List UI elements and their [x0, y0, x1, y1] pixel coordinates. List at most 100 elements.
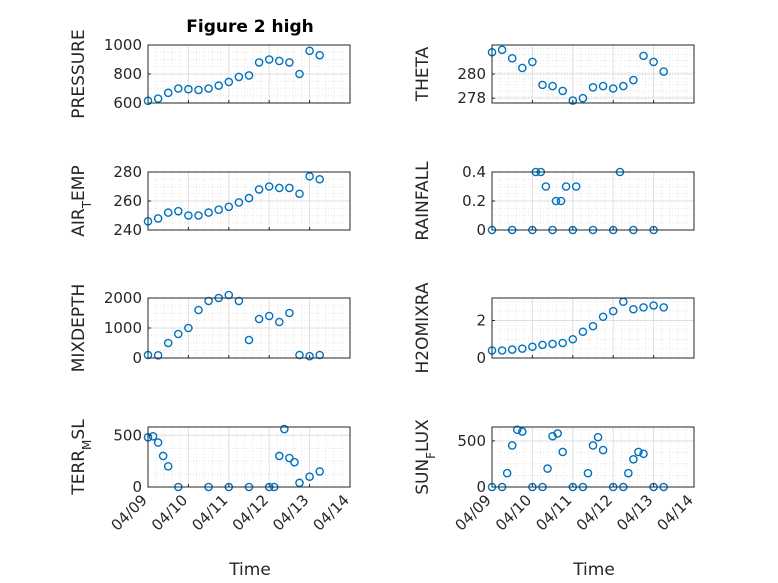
y-tick-label: 800: [113, 65, 142, 83]
data-point: [254, 185, 264, 194]
data-point: [295, 189, 304, 199]
y-axis-label: RAINFALL: [413, 161, 433, 241]
x-tick-label: 04/14: [310, 491, 353, 534]
data-point: [184, 84, 193, 94]
data-point: [649, 57, 658, 67]
data-point: [163, 338, 173, 348]
x-tick-label: 04/14: [654, 491, 697, 534]
y-tick-label: 1000: [104, 36, 142, 54]
data-point: [543, 464, 552, 473]
data-point: [264, 182, 274, 191]
data-point: [264, 311, 274, 321]
data-point: [264, 55, 274, 64]
data-point: [578, 93, 588, 103]
data-point: [244, 335, 254, 345]
x-axis-label-left: Time: [228, 560, 271, 580]
data-point: [194, 211, 203, 220]
data-point: [295, 478, 304, 488]
axes-frame: [147, 426, 351, 488]
data-point: [285, 453, 294, 463]
y-axis-label: TERRMSL: [69, 419, 94, 496]
data-point: [214, 205, 223, 214]
data-point: [598, 312, 608, 322]
y-tick-label: 0: [132, 478, 142, 496]
data-point: [204, 208, 213, 217]
data-point: [315, 350, 325, 360]
data-point: [568, 96, 578, 105]
data-point: [568, 334, 578, 344]
y-tick-label: 240: [113, 221, 142, 239]
data-point: [158, 451, 168, 461]
data-point: [583, 468, 593, 478]
data-point: [163, 462, 173, 471]
y-axis-label: PRESSURE: [69, 29, 89, 118]
data-point: [558, 86, 568, 96]
data-point: [184, 323, 193, 333]
data-point: [502, 468, 512, 478]
data-point: [558, 447, 568, 457]
x-tick-label: 04/13: [269, 491, 312, 534]
data-point: [629, 455, 638, 464]
data-point: [234, 296, 244, 306]
data-point: [548, 339, 557, 349]
data-point: [194, 305, 203, 315]
y-axis-label: SUNFLUX: [413, 419, 438, 495]
data-point: [639, 449, 648, 459]
data-point: [608, 306, 618, 316]
data-point: [553, 429, 562, 438]
data-point: [274, 317, 284, 327]
data-point: [507, 53, 517, 63]
y-tick-label: 2: [476, 312, 486, 330]
data-point: [173, 329, 183, 339]
data-point: [629, 75, 638, 85]
y-axis-label: H2OMIXRA: [413, 282, 433, 373]
data-point: [305, 46, 314, 56]
figure-title: Figure 2 high: [186, 17, 314, 37]
plot-area: [148, 427, 350, 487]
axes-frame: [491, 426, 695, 488]
x-tick-label: 04/13: [613, 491, 656, 534]
x-tick-label: 04/09: [452, 491, 495, 534]
data-point: [507, 441, 517, 450]
data-point: [588, 321, 598, 331]
data-point: [214, 81, 223, 90]
data-point: [558, 338, 568, 348]
data-point: [598, 81, 608, 91]
data-point: [295, 69, 304, 79]
data-point: [518, 63, 527, 73]
x-tick-label: 04/11: [188, 491, 231, 534]
y-tick-label: 0: [476, 478, 486, 496]
data-point: [624, 468, 633, 478]
y-axis-label: MIXDEPTH: [69, 284, 89, 373]
data-point: [315, 467, 325, 476]
data-point: [184, 211, 193, 220]
y-tick-label: 500: [113, 426, 142, 444]
data-point: [571, 182, 581, 191]
y-tick-label: 600: [113, 94, 142, 112]
data-point: [659, 303, 669, 312]
y-tick-label: 0.4: [462, 163, 486, 181]
data-point: [194, 85, 203, 95]
data-point: [518, 344, 527, 353]
data-point: [497, 346, 507, 355]
y-tick-label: 1000: [104, 319, 142, 337]
data-point: [254, 58, 264, 67]
data-point: [598, 445, 608, 455]
data-point: [153, 350, 163, 360]
data-point: [541, 182, 551, 191]
y-tick-label: 280: [457, 65, 486, 83]
data-point: [578, 327, 588, 337]
data-point: [274, 183, 284, 193]
data-point: [244, 71, 254, 80]
data-point: [148, 432, 158, 441]
data-point: [244, 193, 254, 203]
data-point: [497, 45, 507, 55]
x-tick-label: 04/11: [532, 491, 575, 534]
data-point: [254, 314, 264, 324]
x-axis-label-right: Time: [572, 560, 615, 580]
data-point: [274, 451, 284, 461]
data-point: [619, 81, 628, 91]
